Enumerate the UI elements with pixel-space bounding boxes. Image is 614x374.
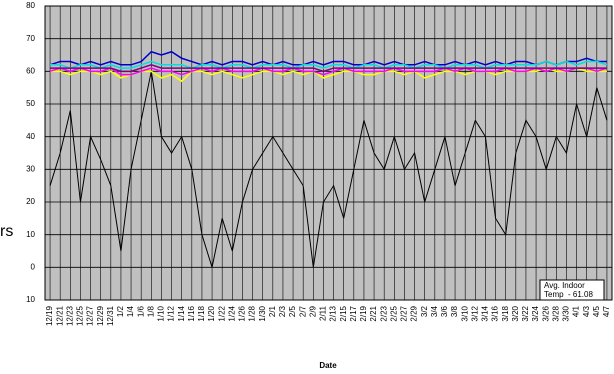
x-tick-label: 4/5 [592, 305, 601, 317]
x-tick-label: 2/21 [369, 305, 378, 321]
x-axis-label: Date [319, 361, 337, 370]
x-tick-label: 2/13 [329, 305, 338, 321]
x-tick-label: 1/8 [146, 305, 155, 317]
x-tick-label: 12/29 [96, 305, 105, 326]
x-tick-label: 1/6 [136, 305, 145, 317]
series-line [49, 67, 608, 76]
x-tick-label: 1/18 [197, 305, 206, 321]
y-tick-label: 60 [26, 66, 35, 75]
x-tick-label: 1/30 [258, 305, 267, 321]
side-text: rs [0, 223, 13, 240]
x-tick-label: 3/30 [562, 305, 571, 321]
y-tick-label: 10 [26, 230, 35, 239]
x-tick-label: 1/22 [217, 305, 226, 321]
x-tick-label: 4/3 [582, 305, 591, 317]
y-tick-label: 80 [26, 1, 35, 10]
y-tick-label: 70 [26, 34, 35, 43]
y-tick-label: 10 [26, 295, 35, 304]
x-tick-label: 2/19 [359, 305, 368, 321]
x-tick-label: 1/28 [248, 305, 257, 321]
x-tick-label: 12/23 [65, 305, 74, 326]
x-tick-label: 1/10 [157, 305, 166, 321]
x-tick-label: 1/12 [167, 305, 176, 321]
x-tick-label: 3/22 [521, 305, 530, 321]
y-tick-label: 30 [26, 164, 35, 173]
x-tick-label: 3/4 [430, 305, 439, 317]
x-tick-label: 12/31 [106, 305, 115, 326]
x-tick-label: 3/2 [420, 305, 429, 317]
x-tick-label: 3/26 [541, 305, 550, 321]
x-tick-label: 3/18 [501, 305, 510, 321]
x-tick-label: 2/29 [410, 305, 419, 321]
series-line [50, 60, 608, 69]
x-tick-label: 2/11 [319, 305, 328, 321]
x-tick-label: 3/24 [531, 305, 540, 321]
y-tick-label: 40 [26, 132, 35, 141]
x-tick-label: 2/7 [298, 305, 307, 317]
x-tick-label: 3/16 [491, 305, 500, 321]
series-line [49, 50, 607, 66]
x-tick-label: 2/25 [389, 305, 398, 321]
x-tick-label: 3/14 [481, 305, 490, 321]
x-tick-label: 2/17 [349, 305, 358, 321]
x-tick-label: 2/5 [288, 305, 297, 317]
x-tick-label: 3/20 [511, 305, 520, 321]
x-tick-label: 12/21 [55, 305, 64, 326]
x-tick-label: 4/1 [572, 305, 581, 317]
x-tick-label: 3/10 [460, 305, 469, 321]
annotation-text: Avg. Indoor [544, 281, 585, 290]
x-tick-label: 1/14 [177, 305, 186, 321]
annotation-text: Temp - 61.08 [544, 290, 593, 299]
x-tick-label: 3/8 [450, 305, 459, 317]
x-tick-label: 2/3 [278, 305, 287, 317]
x-tick-label: 1/26 [238, 305, 247, 321]
x-tick-label: 12/19 [45, 305, 54, 326]
x-tick-label: 2/9 [308, 305, 317, 317]
x-tick-label: 3/6 [440, 305, 449, 317]
x-tick-label: 1/4 [126, 305, 135, 317]
x-tick-label: 4/7 [602, 305, 611, 317]
x-tick-label: 1/16 [187, 305, 196, 321]
x-tick-label: 2/27 [400, 305, 409, 321]
x-tick-label: 2/1 [268, 305, 277, 317]
y-tick-label: 0 [31, 262, 36, 271]
x-tick-label: 12/25 [76, 305, 85, 326]
x-tick-label: 12/27 [86, 305, 95, 326]
plot-area [44, 5, 613, 301]
series-line [49, 71, 608, 268]
x-tick-label: 3/28 [551, 305, 560, 321]
y-tick-label: 20 [26, 197, 35, 206]
y-tick-label: 50 [26, 99, 35, 108]
x-tick-label: 3/12 [470, 305, 479, 321]
x-tick-label: 1/24 [227, 305, 236, 321]
x-tick-label: 2/15 [339, 305, 348, 321]
series-line [50, 64, 607, 73]
x-tick-label: 2/23 [379, 305, 388, 321]
annotation-box [539, 279, 605, 301]
x-tick-label: 1/2 [116, 305, 125, 317]
x-tick-label: 1/20 [207, 305, 216, 321]
